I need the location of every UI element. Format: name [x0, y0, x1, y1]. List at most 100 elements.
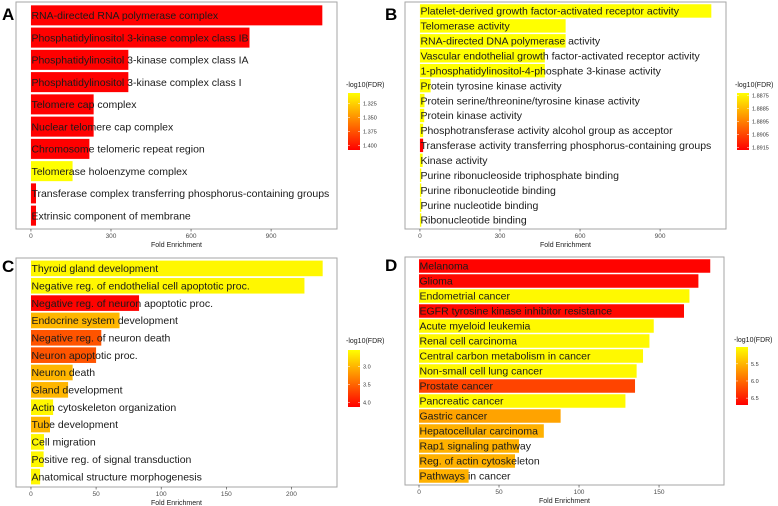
bar	[30, 382, 69, 398]
bar-label: Protein kinase activity	[420, 110, 522, 122]
x-tick-label: 150	[654, 489, 665, 496]
bar	[30, 364, 73, 381]
bar-label: Non-small cell lung cancer	[420, 366, 544, 378]
bar	[30, 347, 97, 363]
bar-label: Reg. of actin cytoskeleton	[420, 456, 540, 468]
bar-label: Acute myeloid leukemia	[420, 321, 531, 333]
bar	[30, 72, 129, 93]
legend-tick-label: 3.5	[363, 382, 371, 388]
bar	[30, 451, 44, 468]
bar-label: EGFR tyrosine kinase inhibitor resistanc…	[420, 306, 613, 318]
legend-tick-label: 1.375	[363, 130, 377, 136]
x-tick-label: 200	[286, 491, 297, 498]
bar-label: Glioma	[420, 276, 453, 288]
bar	[30, 416, 50, 433]
bar	[419, 379, 636, 393]
x-tick-label: 900	[655, 233, 666, 240]
bar-label: Telomerase holoenzyme complex	[31, 166, 188, 178]
x-tick-label: 100	[156, 491, 167, 498]
legend-tick-label: 1.350	[363, 116, 377, 122]
bar-label: Kinase activity	[420, 155, 488, 167]
bar-label: 1-phosphatidylinositol-4-phosphate 3-kin…	[420, 65, 661, 77]
legend-tick-label: 1.400	[363, 144, 377, 150]
bar-label: RNA-directed RNA polymerase complex	[31, 10, 218, 22]
panel-letter: C	[2, 257, 14, 276]
bar	[30, 260, 323, 277]
colorbar	[348, 350, 360, 407]
bar-label: Central carbon metabolism in cancer	[420, 351, 591, 363]
bar	[419, 183, 422, 197]
bar-label: Platelet-derived growth factor-activated…	[420, 6, 679, 18]
bar-label: Transferase complex transferring phospho…	[31, 188, 329, 200]
panel-a: A RNA-directed RNA polymerase complex Phos…	[2, 1, 385, 249]
legend-tick-label: 3.0	[363, 364, 371, 370]
x-tick-label: 50	[495, 489, 503, 496]
legend-title: -log10(FDR)	[346, 82, 385, 89]
bar-label: Phosphotransferase activity alcohol grou…	[420, 125, 673, 137]
x-tick-label: 600	[186, 233, 197, 240]
bar	[30, 205, 37, 226]
legend-tick-label: 1.8895	[752, 120, 769, 126]
bar-label: Neuron apoptotic proc.	[31, 350, 137, 362]
bar	[419, 49, 545, 63]
bar-label: Protein serine/threonine/tyrosine kinase…	[420, 95, 640, 107]
bar-label: Protein tyrosine kinase activity	[420, 80, 562, 92]
color-legend: -log10(FDR) 5.5 6.0 6.5	[734, 337, 773, 405]
bar-label: Gastric cancer	[420, 411, 488, 423]
bar	[419, 19, 566, 33]
legend-title: -log10(FDR)	[346, 338, 385, 345]
bar	[30, 116, 94, 137]
bar-label: Chromosome telomeric repeat region	[31, 144, 204, 156]
panel-letter: D	[385, 256, 397, 275]
bar-label: Neuron death	[31, 367, 95, 379]
x-axis-title: Fold Enrichment	[151, 242, 202, 249]
x-tick-label: 600	[575, 233, 586, 240]
x-tick-label: 150	[221, 491, 232, 498]
color-legend: -log10(FDR) 1.325 1.350 1.375 1.400	[346, 82, 385, 150]
panel-letter: B	[385, 5, 397, 24]
bar-label: Negative reg. of neuron death	[31, 333, 170, 345]
bar-label: Purine ribonucleoside triphosphate bindi…	[420, 170, 619, 182]
bar	[419, 364, 637, 378]
bar-label: Purine nucleotide binding	[420, 200, 538, 212]
bar	[419, 409, 561, 423]
bar-label: Rap1 signaling pathway	[420, 441, 532, 453]
bar-label: Cell migration	[31, 437, 95, 449]
bar	[419, 274, 699, 288]
bar	[419, 78, 431, 93]
bar	[419, 424, 544, 438]
colorbar	[736, 347, 748, 405]
legend-title: -log10(FDR)	[735, 82, 774, 89]
bar-label: Tube development	[31, 419, 118, 431]
bar-label: Negative reg. of endothelial cell apopto…	[31, 280, 249, 292]
x-tick-label: 300	[495, 233, 506, 240]
x-axis-title: Fold Enrichment	[151, 500, 202, 506]
bar	[419, 198, 422, 212]
panel-letter: A	[2, 5, 14, 24]
legend-tick-label: 6.5	[751, 396, 759, 402]
x-tick-label: 100	[574, 489, 585, 496]
bar-label: Extrinsic component of membrane	[31, 210, 190, 222]
bar-label: Thyroid gland development	[31, 263, 158, 275]
bar	[419, 4, 712, 18]
x-tick-label: 0	[417, 489, 421, 496]
bar	[419, 63, 545, 78]
bar	[419, 93, 425, 108]
bar-label: Transferase activity transferring phosph…	[420, 140, 711, 152]
x-tick-label: 300	[106, 233, 117, 240]
legend-tick-label: 1.8915	[752, 145, 769, 151]
bar-label: Purine ribonucleotide binding	[420, 185, 556, 197]
bar	[30, 399, 54, 416]
x-axis-title: Fold Enrichment	[540, 242, 591, 249]
bar-label: Vascular endothelial growth factor-activ…	[420, 50, 700, 62]
bar	[30, 468, 41, 485]
bar	[419, 138, 424, 153]
legend-tick-label: 6.0	[751, 379, 759, 385]
color-legend: -log10(FDR) 3.0 3.5 4.0	[346, 338, 385, 407]
legend-tick-label: 1.8885	[752, 107, 769, 113]
panel-c: C Thyroid gland development Negative reg. …	[2, 257, 385, 506]
bar	[30, 434, 44, 450]
bar	[419, 259, 711, 273]
bar-label: Gland development	[31, 385, 122, 397]
legend-title: -log10(FDR)	[734, 337, 773, 344]
